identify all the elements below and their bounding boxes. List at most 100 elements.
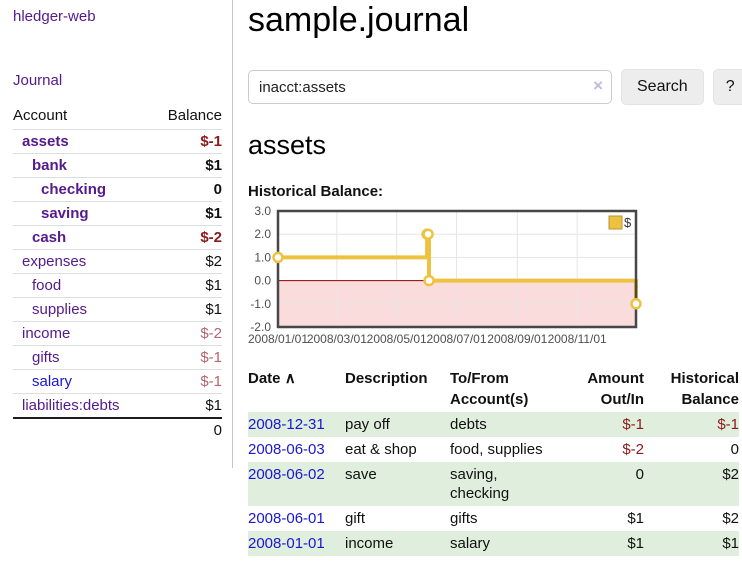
transaction-balance: $1 (722, 535, 739, 553)
register-col-amount: Amount Out/In (587, 370, 644, 409)
svg-text:2008/05/01: 2008/05/01 (367, 332, 427, 346)
account-balance: $-2 (151, 225, 222, 250)
account-link-gifts[interactable]: gifts (32, 349, 60, 366)
transaction-accounts: debts (450, 416, 487, 434)
register-col-description: Description (345, 370, 428, 388)
transaction-balance: $-1 (717, 416, 739, 434)
historical-balance-chart: 3.0 2.0 1.0 0.0 -1.0 -2.02008/01/012008/03/01… (248, 204, 642, 346)
account-link-assets[interactable]: assets (22, 133, 69, 150)
transaction-description: gift (345, 510, 366, 528)
transaction-description: income (345, 535, 394, 553)
sidebar-item-journal[interactable]: Journal (13, 72, 63, 89)
chart-title: Historical Balance: (248, 183, 384, 201)
register-col-accounts: To/From Account(s) (450, 370, 529, 409)
account-row: food $1 (13, 273, 222, 298)
account-row: checking 0 (13, 177, 222, 202)
account-link-checking[interactable]: checking (41, 181, 107, 198)
sidebar-nav: Journal (13, 72, 222, 89)
transaction-amount: $1 (627, 535, 644, 553)
chart-container: 3.0 2.0 1.0 0.0 -1.0 -2.0 2008/01/01 2008/03/01… (248, 204, 742, 349)
account-row: assets $-1 (13, 129, 222, 154)
transaction-amount: 0 (635, 466, 644, 484)
account-row: supplies $1 (13, 297, 222, 322)
transaction-accounts: gifts (450, 510, 478, 528)
transaction-date-link[interactable]: 2008-06-02 (248, 466, 325, 484)
svg-text:2.0: 2.0 (254, 228, 271, 242)
transaction-date-link[interactable]: 2008-06-03 (248, 441, 325, 459)
register-row: 2008-06-03 eat & shop food, supplies $-2 0 (248, 437, 739, 462)
transaction-balance: 0 (730, 441, 739, 459)
account-row: salary $-1 (13, 369, 222, 394)
transaction-description: save (345, 466, 377, 484)
transaction-balance: $2 (722, 466, 739, 484)
account-link-cash[interactable]: cash (32, 229, 67, 246)
svg-text:2008/03/01: 2008/03/01 (307, 332, 367, 346)
account-balance: 0 (151, 177, 222, 202)
transaction-description: eat & shop (345, 441, 417, 459)
svg-text:2008/07/01: 2008/07/01 (426, 332, 486, 346)
account-row: bank $1 (13, 153, 222, 178)
brand-link[interactable]: hledger-web (13, 8, 96, 25)
sort-asc-icon: ∧ (284, 370, 296, 388)
account-link-income[interactable]: income (22, 325, 71, 342)
account-heading: assets (248, 130, 327, 161)
transaction-description: pay off (345, 416, 390, 434)
transaction-date-link[interactable]: 2008-06-01 (248, 510, 325, 528)
transaction-balance: $2 (722, 510, 739, 528)
main-content: sample.journal × Search ? assets Histori… (233, 0, 742, 572)
account-balance: $1 (151, 201, 222, 226)
svg-text:2008/01/01: 2008/01/01 (248, 332, 308, 346)
register-col-date[interactable]: Date ∧ (248, 370, 296, 388)
register-header-row: Date ∧ Description To/From Account(s) Am… (248, 366, 739, 412)
accounts-table: Account Balance assets $-1 bank $1 checking 0… (13, 104, 222, 442)
svg-text:-2.0: -2.0 (250, 320, 271, 334)
transaction-amount: $1 (627, 510, 644, 528)
account-link-supplies[interactable]: supplies (32, 301, 88, 318)
accounts-total-value: 0 (151, 417, 222, 442)
account-row: saving $1 (13, 201, 222, 226)
sidebar: hledger-web Journal Account Balance asse… (0, 0, 233, 468)
page-title: sample.journal (248, 1, 470, 39)
transaction-date-link[interactable]: 2008-12-31 (248, 416, 325, 434)
account-balance: $-1 (151, 369, 222, 394)
account-link-bank[interactable]: bank (32, 157, 68, 174)
account-row: gifts $-1 (13, 345, 222, 370)
account-row: income $-2 (13, 321, 222, 346)
account-balance: $-1 (151, 129, 222, 154)
svg-text:1.0: 1.0 (254, 251, 271, 265)
legend-swatch (608, 215, 623, 230)
account-link-expenses[interactable]: expenses (22, 253, 87, 270)
svg-text:-1.0: -1.0 (250, 297, 271, 311)
svg-text:3.0: 3.0 (254, 204, 271, 218)
accounts-total-row: 0 (13, 417, 222, 442)
transaction-amount: $-1 (622, 416, 644, 434)
help-button[interactable]: ? (712, 69, 742, 106)
accounts-header-row: Account Balance (13, 104, 222, 130)
account-link-saving[interactable]: saving (41, 205, 89, 222)
account-link-salary[interactable]: salary (32, 373, 73, 390)
search-input[interactable] (248, 70, 612, 105)
register-body: 2008-12-31 pay off debts $-1 $-1 2008-06-03 ea… (248, 412, 739, 557)
account-row: expenses $2 (13, 249, 222, 274)
search-button[interactable]: Search (621, 69, 704, 106)
clear-search-icon[interactable]: × (593, 76, 603, 96)
transaction-date-link[interactable]: 2008-01-01 (248, 535, 325, 553)
register-row: 2008-01-01 income salary $1 $1 (248, 531, 739, 557)
accounts-col-account: Account (13, 107, 68, 124)
account-row: cash $-2 (13, 225, 222, 250)
account-balance: $2 (151, 249, 222, 274)
account-balance: $-1 (151, 345, 222, 370)
register-row: 2008-12-31 pay off debts $-1 $-1 (248, 412, 739, 438)
svg-text:2008/09/01: 2008/09/01 (487, 332, 547, 346)
transaction-amount: $-2 (622, 441, 644, 459)
transaction-accounts: food, supplies (450, 441, 543, 459)
transaction-accounts: saving, checking (450, 466, 510, 503)
account-link-liabilities-debts[interactable]: liabilities:debts (22, 397, 120, 414)
register-row: 2008-06-01 gift gifts $1 $2 (248, 506, 739, 531)
account-link-food[interactable]: food (32, 277, 62, 294)
brand: hledger-web (13, 8, 222, 25)
register-col-balance: Historical Balance (670, 370, 739, 409)
accounts-body: assets $-1 bank $1 checking 0 saving $1 cash $-2 e… (13, 129, 222, 442)
account-balance: $1 (151, 273, 222, 298)
